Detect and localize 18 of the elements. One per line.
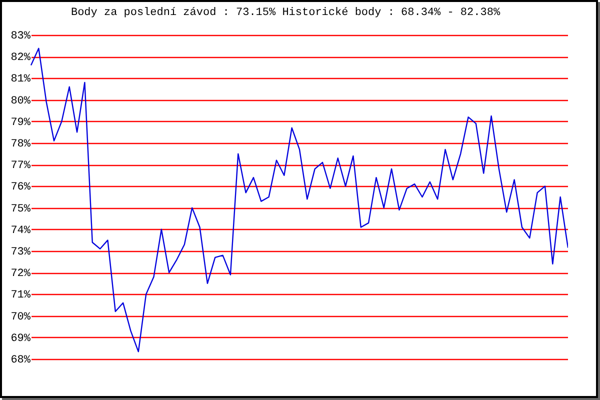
y-tick-label: 74%	[10, 224, 31, 237]
y-tick-label: 77%	[10, 160, 31, 172]
y-tick-label: 75%	[10, 203, 31, 216]
y-tick-label: 78%	[10, 138, 31, 150]
y-tick-label: 71%	[10, 290, 31, 302]
line-series	[30, 48, 568, 352]
y-tick-label: 81%	[10, 74, 31, 86]
y-tick-label: 80%	[10, 95, 31, 108]
y-tick-label: 73%	[10, 246, 31, 258]
y-tick-label: 79%	[10, 116, 31, 129]
y-tick-label: 70%	[10, 311, 31, 324]
y-tick-label: 72%	[10, 268, 31, 280]
chart-title: Body za poslední závod : 73.15% Historické body : 68.34% - 82.38%	[70, 7, 500, 19]
y-tick-label: 82%	[10, 52, 31, 64]
y-tick-label: 83%	[10, 30, 31, 42]
y-tick-label: 76%	[10, 182, 31, 194]
y-tick-label: 68%	[10, 354, 31, 366]
y-tick-label: 69%	[10, 332, 31, 345]
